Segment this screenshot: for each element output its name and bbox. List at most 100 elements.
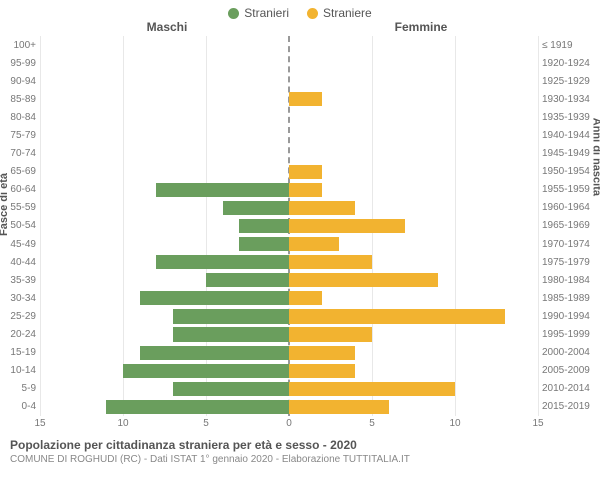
bar-male xyxy=(173,382,289,396)
birth-year-label: 1975-1979 xyxy=(538,253,600,271)
bars-container xyxy=(40,36,538,416)
birth-year-label: ≤ 1919 xyxy=(538,36,600,54)
bar-male xyxy=(173,327,289,341)
bar-female xyxy=(289,255,372,269)
chart-footer: Popolazione per cittadinanza straniera p… xyxy=(0,432,600,465)
bar-female xyxy=(289,219,405,233)
x-tick: 10 xyxy=(449,418,460,429)
legend-swatch-male xyxy=(228,8,239,19)
x-axis-ticks: 15105051015 xyxy=(40,418,538,432)
birth-year-label: 1930-1934 xyxy=(538,90,600,108)
pyramid-row xyxy=(40,253,538,271)
bar-female xyxy=(289,201,355,215)
pyramid-row xyxy=(40,163,538,181)
chart-title: Popolazione per cittadinanza straniera p… xyxy=(10,438,590,452)
header-male: Maschi xyxy=(0,20,294,34)
birth-year-label: 1925-1929 xyxy=(538,72,600,90)
x-tick: 5 xyxy=(203,418,209,429)
bar-female xyxy=(289,364,355,378)
bar-male xyxy=(239,219,289,233)
bar-male xyxy=(206,273,289,287)
age-label: 75-79 xyxy=(0,126,40,144)
x-tick: 5 xyxy=(369,418,375,429)
birth-year-label: 2005-2009 xyxy=(538,362,600,380)
bar-male xyxy=(173,309,289,323)
pyramid-row xyxy=(40,181,538,199)
pyramid-row xyxy=(40,235,538,253)
age-label: 35-39 xyxy=(0,271,40,289)
pyramid-row xyxy=(40,108,538,126)
bar-female xyxy=(289,346,355,360)
pyramid-row xyxy=(40,90,538,108)
age-label: 10-14 xyxy=(0,362,40,380)
bar-female xyxy=(289,291,322,305)
legend: Stranieri Straniere xyxy=(0,0,600,20)
plot-area: Fasce di età Anni di nascita 100+95-9990… xyxy=(0,36,600,416)
pyramid-row xyxy=(40,54,538,72)
pyramid-row xyxy=(40,344,538,362)
pyramid-row xyxy=(40,36,538,54)
legend-label-male: Stranieri xyxy=(244,6,289,20)
bar-female xyxy=(289,92,322,106)
bar-female xyxy=(289,165,322,179)
pyramid-row xyxy=(40,289,538,307)
age-label: 80-84 xyxy=(0,108,40,126)
bar-male xyxy=(106,400,289,414)
bar-male xyxy=(140,291,289,305)
bar-female xyxy=(289,327,372,341)
pyramid-row xyxy=(40,307,538,325)
pyramid-row xyxy=(40,380,538,398)
age-label: 70-74 xyxy=(0,145,40,163)
age-label: 0-4 xyxy=(0,398,40,416)
birth-year-label: 1970-1974 xyxy=(538,235,600,253)
y-axis-label-left: Fasce di età xyxy=(0,173,10,236)
birth-year-label: 1990-1994 xyxy=(538,307,600,325)
pyramid-row xyxy=(40,398,538,416)
header-female: Femmine xyxy=(294,20,600,34)
age-label: 85-89 xyxy=(0,90,40,108)
birth-year-label: 1980-1984 xyxy=(538,271,600,289)
x-tick: 0 xyxy=(286,418,292,429)
pyramid-row xyxy=(40,199,538,217)
birth-year-label: 1965-1969 xyxy=(538,217,600,235)
gridline xyxy=(538,36,539,416)
age-label: 15-19 xyxy=(0,344,40,362)
x-tick: 15 xyxy=(34,418,45,429)
legend-item-male: Stranieri xyxy=(228,6,289,20)
pyramid-row xyxy=(40,72,538,90)
age-label: 40-44 xyxy=(0,253,40,271)
pyramid-row xyxy=(40,362,538,380)
age-label: 25-29 xyxy=(0,307,40,325)
bar-female xyxy=(289,183,322,197)
bar-male xyxy=(239,237,289,251)
age-label: 5-9 xyxy=(0,380,40,398)
pyramid-row xyxy=(40,217,538,235)
pyramid-row xyxy=(40,126,538,144)
chart-subtitle: COMUNE DI ROGHUDI (RC) - Dati ISTAT 1° g… xyxy=(10,454,590,465)
bar-female xyxy=(289,400,389,414)
legend-swatch-female xyxy=(307,8,318,19)
x-tick: 15 xyxy=(532,418,543,429)
bar-male xyxy=(123,364,289,378)
population-pyramid-chart: Stranieri Straniere Maschi Femmine Fasce… xyxy=(0,0,600,500)
bar-male xyxy=(156,183,289,197)
bar-male xyxy=(140,346,289,360)
age-label: 20-24 xyxy=(0,326,40,344)
legend-item-female: Straniere xyxy=(307,6,372,20)
age-label: 45-49 xyxy=(0,235,40,253)
bar-female xyxy=(289,309,505,323)
pyramid-row xyxy=(40,145,538,163)
bar-female xyxy=(289,382,455,396)
legend-label-female: Straniere xyxy=(323,6,372,20)
age-label: 30-34 xyxy=(0,289,40,307)
birth-year-label: 1960-1964 xyxy=(538,199,600,217)
pyramid-row xyxy=(40,271,538,289)
bar-female xyxy=(289,273,438,287)
age-label: 90-94 xyxy=(0,72,40,90)
pyramid-row xyxy=(40,326,538,344)
x-tick: 10 xyxy=(117,418,128,429)
birth-year-label: 1920-1924 xyxy=(538,54,600,72)
y-axis-label-right: Anni di nascita xyxy=(590,118,600,196)
bar-female xyxy=(289,237,339,251)
x-axis: 15 10 5 0 5 10 15 xyxy=(0,418,600,432)
